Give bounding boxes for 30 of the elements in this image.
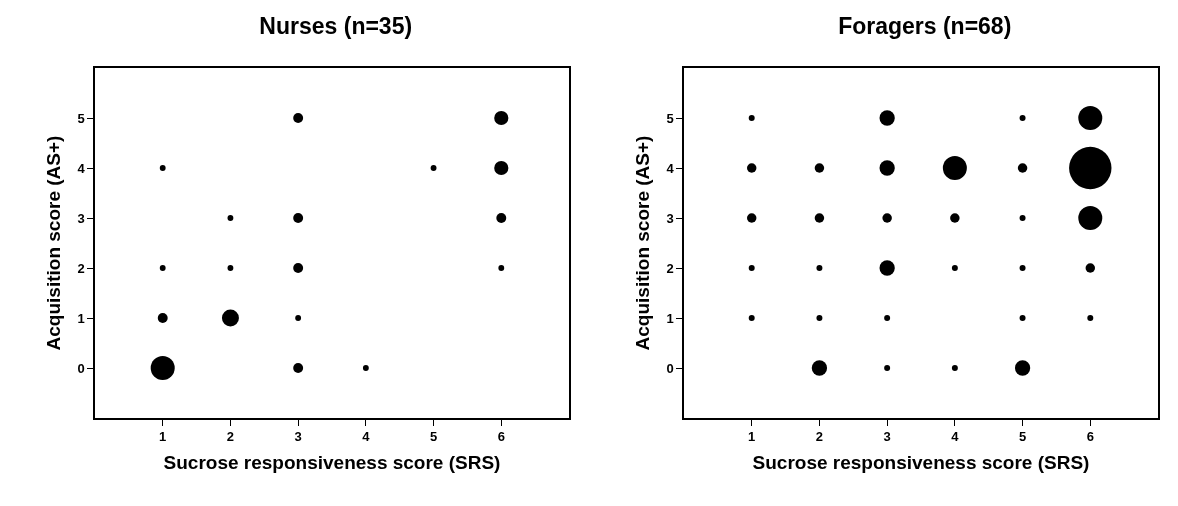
y-tick-label: 5	[666, 110, 674, 126]
y-axis-title: Acquisition score (AS+)	[631, 135, 653, 351]
x-tick-label: 5	[429, 429, 438, 445]
y-tick-label: 0	[77, 360, 85, 376]
y-tick-label: 0	[666, 360, 674, 376]
y-tick-label: 3	[77, 210, 85, 226]
y-tick-label: 1	[77, 310, 85, 326]
x-tick-label: 2	[815, 429, 824, 445]
x-tick-label: 5	[1018, 429, 1027, 445]
y-tick-label: 4	[77, 160, 86, 176]
y-tick-label: 2	[666, 260, 674, 276]
x-tick-label: 1	[159, 429, 167, 445]
y-tick-label: 2	[77, 260, 85, 276]
x-tick-label: 2	[226, 429, 235, 445]
chart-title: Nurses (n=35)	[259, 12, 413, 39]
x-tick-label: 3	[294, 429, 302, 445]
x-tick-label: 1	[748, 429, 756, 445]
x-axis-title: Sucrose responsiveness score (SRS)	[752, 451, 1090, 473]
y-tick-label: 1	[666, 310, 674, 326]
x-axis-title: Sucrose responsiveness score (SRS)	[163, 451, 501, 473]
y-tick-label: 4	[666, 160, 675, 176]
x-tick-label: 4	[951, 429, 960, 445]
y-tick-label: 5	[77, 110, 85, 126]
y-tick-label: 3	[666, 210, 674, 226]
x-tick-label: 6	[497, 429, 505, 445]
x-tick-label: 6	[1086, 429, 1094, 445]
y-axis-title: Acquisition score (AS+)	[42, 135, 64, 351]
x-tick-label: 4	[362, 429, 371, 445]
chart-title: Foragers (n=68)	[838, 12, 1012, 39]
x-tick-label: 3	[883, 429, 891, 445]
